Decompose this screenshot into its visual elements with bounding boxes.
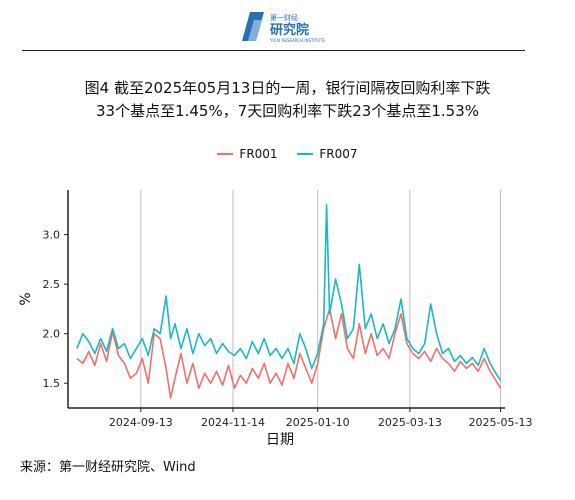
y-ticks: 1.5 2.0 2.5 3.0 <box>43 229 68 390</box>
series-line-fr001 <box>76 308 502 399</box>
chart-title-line1: 图4 截至2025年05月13日的一周，银行间隔夜回购利率下跌 <box>84 79 491 97</box>
source-note: 来源：第一财经研究院、Wind <box>20 460 196 475</box>
y-tick-label-0: 1.5 <box>43 377 61 390</box>
x-tick-label-0: 2024-09-13 <box>109 416 173 429</box>
series-group <box>76 204 502 399</box>
series-line-fr007 <box>76 204 502 381</box>
x-tick-label-3: 2025-03-13 <box>378 416 442 429</box>
chart-title-line2: 33个基点至1.45%，7天回购利率下跌23个基点至1.53% <box>95 102 480 120</box>
logo-brand-top: 第一财经 <box>270 13 298 22</box>
y-tick-label-2: 2.5 <box>43 278 61 291</box>
x-axis-label: 日期 <box>266 432 294 448</box>
legend-label-fr001: FR001 <box>239 147 278 161</box>
logo-brand-main: 研究院 <box>270 22 309 38</box>
x-tick-label-1: 2024-11-14 <box>201 416 265 429</box>
y-axis-label: % <box>18 292 34 305</box>
legend-item-fr007: FR007 <box>297 147 358 161</box>
y-tick-label-3: 3.0 <box>43 229 61 242</box>
logo: 第一财经 研究院 YICAI RESEARCH INSTITUTE <box>236 8 346 46</box>
legend-item-fr001: FR001 <box>217 147 278 161</box>
header-divider <box>22 50 525 51</box>
legend: FR001 FR007 <box>0 144 575 161</box>
legend-swatch-fr001 <box>217 153 234 155</box>
x-ticks: 2024-09-13 2024-11-14 2025-01-10 2025-03-13… <box>109 408 533 429</box>
logo-mark: 第一财经 研究院 YICAI RESEARCH INSTITUTE <box>242 12 326 43</box>
x-tick-label-4: 2025-05-13 <box>469 416 533 429</box>
logo-brand-en: YICAI RESEARCH INSTITUTE <box>269 38 326 43</box>
legend-label-fr007: FR007 <box>319 147 358 161</box>
legend-swatch-fr007 <box>297 153 314 155</box>
y-tick-label-1: 2.0 <box>43 328 61 341</box>
grid <box>140 190 502 408</box>
x-tick-label-2: 2025-01-10 <box>286 416 350 429</box>
